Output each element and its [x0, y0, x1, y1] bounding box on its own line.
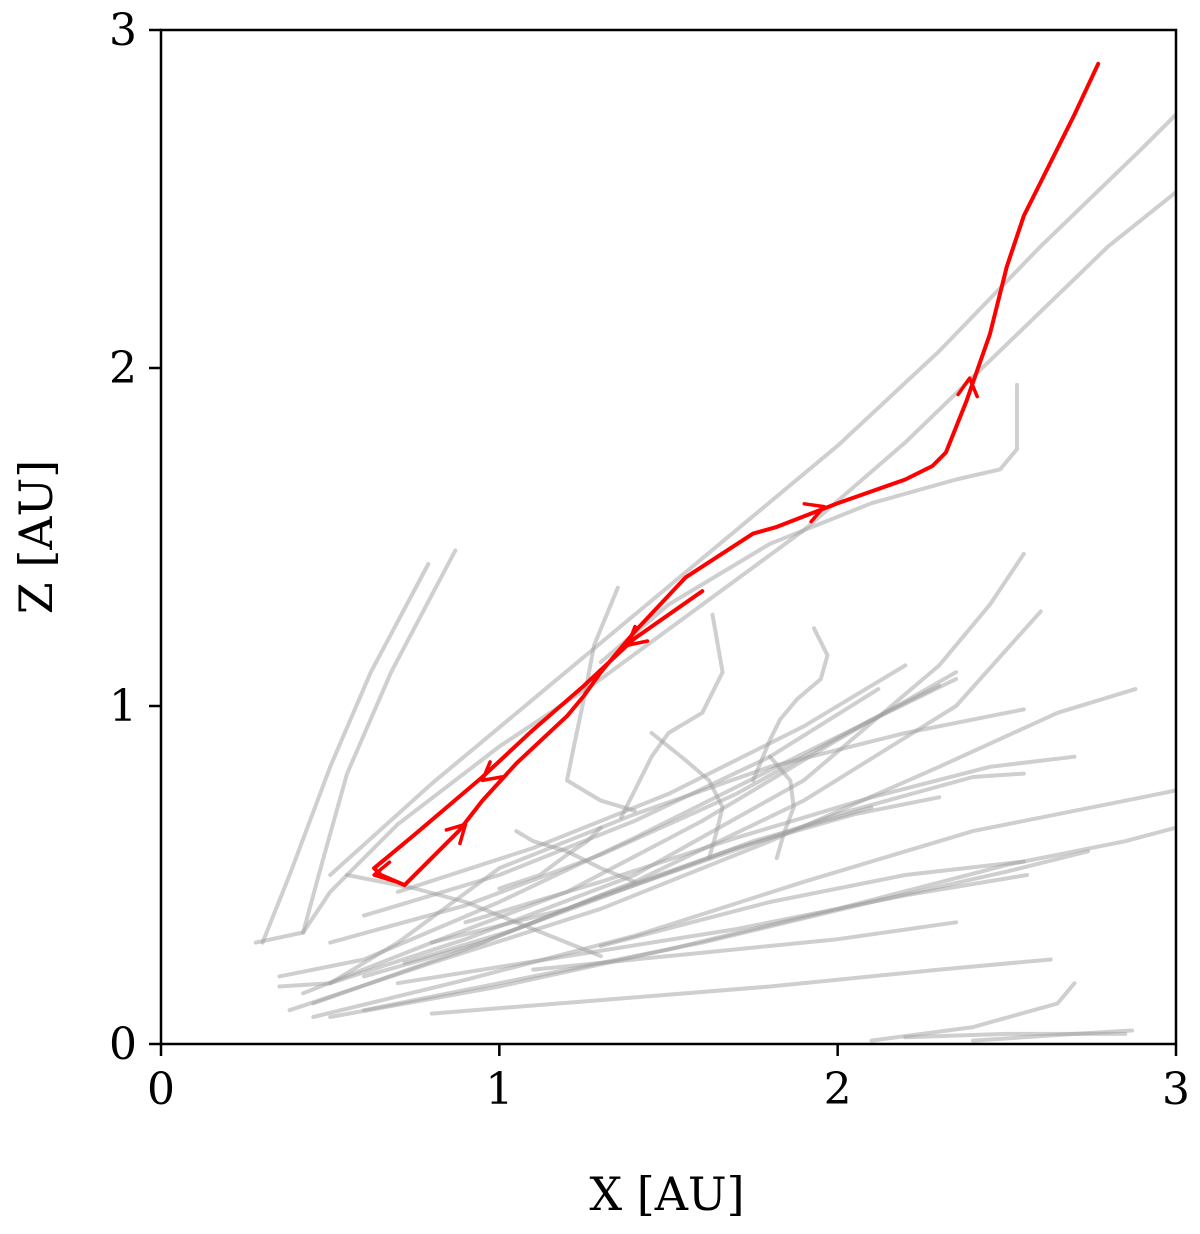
background-track-2 [260, 562, 431, 945]
highlight-track-line [372, 61, 1101, 888]
background-track-14 [531, 920, 959, 972]
background-track-3 [301, 548, 458, 935]
plot-frame [159, 28, 1178, 1046]
background-track-16 [277, 707, 1026, 989]
background-track-29 [649, 731, 725, 861]
x-tick-label-1: 1 [485, 1064, 513, 1115]
y-tick-label-1: 1 [109, 681, 137, 732]
background-track-9 [311, 788, 1176, 1019]
background-track-26 [619, 612, 725, 820]
x-tick-label-2: 2 [824, 1064, 852, 1115]
background-track-25 [565, 585, 637, 813]
y-tick-label-0: 0 [109, 1019, 137, 1070]
y-tick-label-2: 2 [109, 343, 137, 394]
background-track-24 [402, 805, 874, 965]
background-track-35 [971, 1028, 1134, 1043]
background-track-19 [362, 687, 881, 918]
background-track-28 [514, 829, 637, 884]
background-track-11 [362, 849, 1090, 1013]
axes [159, 28, 1178, 1046]
background-track-27 [751, 626, 830, 783]
direction-arrow-4 [444, 822, 468, 846]
background-track-1 [328, 112, 1176, 877]
background-track-0 [253, 190, 1176, 945]
background-track-13 [429, 957, 1053, 1016]
background-track-18 [328, 683, 942, 945]
highlighted-trajectory [372, 61, 1101, 888]
direction-arrow-3 [480, 760, 504, 783]
background-track-20 [395, 663, 908, 894]
direction-arrow-2 [626, 624, 650, 647]
y-tick-label-3: 3 [109, 5, 137, 56]
background-track-15 [598, 859, 1026, 948]
background-track-12 [395, 873, 1030, 986]
direction-arrow-0 [956, 376, 979, 399]
background-track-32 [497, 825, 603, 891]
x-axis-label: X [AU] [589, 1167, 744, 1221]
background-track-8 [287, 687, 1138, 1013]
background-track-33 [869, 981, 1077, 1043]
background-track-4 [598, 382, 1019, 665]
x-tick-label-0: 0 [147, 1064, 175, 1115]
y-axis-label: Z [AU] [9, 460, 63, 614]
background-tracks [253, 112, 1176, 1043]
axis-ticks: 0 1 2 3 0 1 2 3 [109, 5, 1190, 1115]
background-track-5 [328, 551, 1026, 986]
direction-arrow-5 [372, 860, 395, 883]
x-tick-label-3: 3 [1162, 1064, 1190, 1115]
background-track-22 [463, 754, 1077, 925]
direction-arrow-1 [802, 502, 826, 524]
background-track-30 [768, 754, 796, 861]
